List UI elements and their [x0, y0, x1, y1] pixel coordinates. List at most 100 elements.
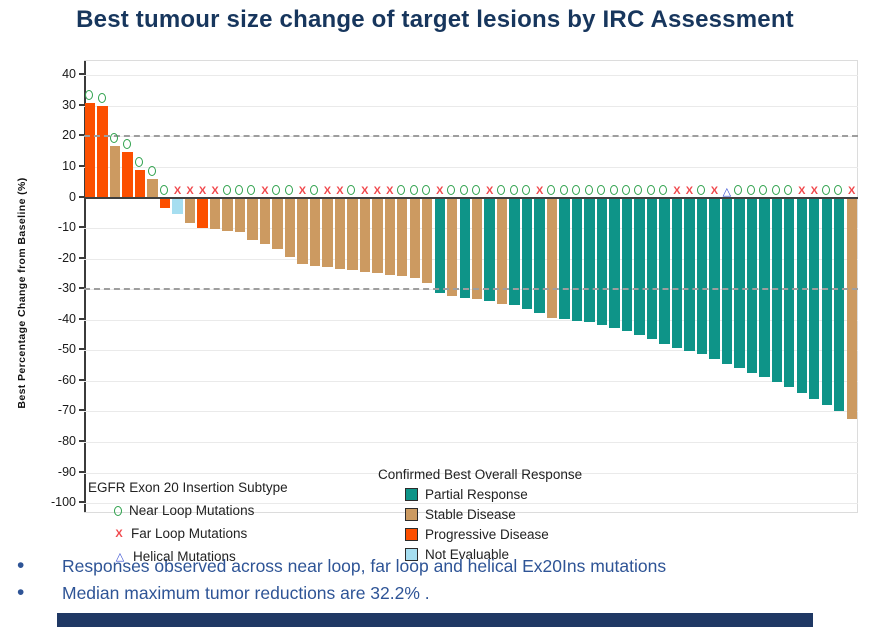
far-loop-marker-icon: X: [323, 184, 332, 197]
y-tick-label: -10: [57, 220, 76, 235]
near-loop-marker-icon: [622, 184, 630, 195]
legend-item-not-evaluable: Not Evaluable: [405, 547, 582, 562]
progressive-disease-swatch: [405, 528, 418, 541]
waterfall-bar: [771, 198, 782, 382]
near-loop-marker-icon: [609, 184, 618, 195]
legend-item-label: Not Evaluable: [425, 547, 510, 562]
y-axis-title: Best Percentage Change from Baseline (%): [16, 177, 28, 409]
waterfall-bar: [746, 198, 758, 373]
waterfall-bar: [521, 198, 533, 309]
far-loop-marker-icon: X: [298, 184, 307, 197]
waterfall-bar: [634, 198, 645, 335]
far-loop-marker-icon: X: [198, 184, 207, 197]
near-loop-marker-icon: [497, 184, 506, 195]
waterfall-bar: [596, 198, 608, 326]
waterfall-bar: [721, 198, 733, 364]
waterfall-bar: [472, 198, 483, 300]
y-tick-mark: [79, 287, 84, 290]
waterfall-bar: [172, 198, 183, 214]
not-evaluable-swatch: [405, 548, 418, 561]
waterfall-bar: [284, 198, 296, 257]
gridline: [84, 411, 858, 413]
legend-mutation-title: EGFR Exon 20 Insertion Subtype: [88, 480, 288, 495]
y-tick-label: -70: [57, 403, 76, 418]
y-tick-mark: [79, 378, 84, 381]
near-loop-marker-icon: [734, 184, 743, 195]
y-tick-mark: [79, 256, 84, 259]
waterfall-bar: [97, 105, 108, 198]
waterfall-bar: [784, 198, 795, 387]
near-loop-marker-icon: [509, 184, 518, 195]
gridline: [84, 228, 858, 230]
plot-area: X X X X X X X X X X X X X X X X X △ X X X: [84, 60, 858, 513]
waterfall-bar: [734, 198, 745, 369]
zero-baseline: [84, 196, 858, 199]
y-tick-mark: [79, 73, 84, 76]
gridline: [84, 166, 858, 168]
waterfall-bar: [109, 145, 121, 198]
y-tick-mark: [79, 440, 84, 443]
far-loop-marker-icon: X: [261, 184, 269, 197]
near-loop-marker-icon: [746, 184, 755, 195]
legend-item-stable-disease: Stable Disease: [405, 507, 582, 522]
waterfall-bar: [584, 198, 595, 323]
far-loop-marker-icon: X: [810, 184, 818, 197]
near-loop-marker-icon: [160, 184, 169, 195]
y-tick-mark: [79, 164, 84, 167]
helical-marker-icon: △: [722, 184, 732, 198]
waterfall-bar: [209, 198, 221, 230]
waterfall-bar: [671, 198, 683, 349]
far-loop-marker-icon: X: [386, 184, 394, 197]
waterfall-bar: [197, 198, 208, 228]
y-tick-label: -20: [57, 250, 76, 265]
waterfall-bar: [222, 198, 233, 231]
y-tick-label: 0: [69, 189, 76, 204]
legend-item-label: Far Loop Mutations: [131, 526, 248, 541]
far-loop-marker-icon: X: [486, 184, 494, 197]
waterfall-bar: [684, 198, 695, 352]
waterfall-bar: [534, 198, 545, 314]
waterfall-bar: [509, 198, 520, 306]
far-loop-marker-icon: X: [673, 184, 681, 197]
waterfall-bar: [759, 198, 770, 378]
waterfall-bar: [609, 198, 620, 329]
gridline: [84, 75, 858, 77]
waterfall-bar: [184, 198, 196, 223]
y-tick-mark: [79, 348, 84, 351]
y-tick-label: -40: [57, 311, 76, 326]
waterfall-bar: [571, 198, 583, 321]
waterfall-chart: Best Percentage Change from Baseline (%)…: [0, 55, 870, 564]
waterfall-bar: [621, 198, 633, 332]
near-loop-marker-icon: [634, 184, 643, 195]
near-loop-marker-icon: [784, 184, 793, 195]
y-tick-label: 10: [62, 158, 76, 173]
waterfall-bar: [834, 198, 845, 411]
bullet-item: • Responses observed across near loop, f…: [0, 554, 870, 577]
waterfall-bar: [796, 198, 807, 393]
near-loop-marker-icon: [247, 184, 256, 195]
waterfall-bar: [247, 198, 258, 240]
y-tick-label: -50: [57, 342, 76, 357]
waterfall-bar: [409, 198, 420, 278]
y-tick-mark: [79, 409, 84, 412]
near-loop-marker-icon: [309, 184, 318, 195]
waterfall-bar: [322, 198, 333, 268]
legend-item-label: Stable Disease: [425, 507, 516, 522]
gridline: [84, 350, 858, 352]
near-loop-marker-icon: [122, 138, 131, 149]
waterfall-bar: [147, 179, 158, 198]
near-loop-marker-icon: [559, 184, 568, 195]
legend-item-label: Helical Mutations: [133, 549, 236, 564]
near-loop-marker-icon: [459, 184, 468, 195]
near-loop-marker-icon: [834, 184, 843, 195]
legend-item-helical: △ Helical Mutations: [114, 549, 288, 564]
stable-disease-swatch: [405, 508, 418, 521]
y-tick-label: 30: [62, 97, 76, 112]
footer-accent-bar: [57, 613, 813, 627]
near-loop-marker-icon: [85, 89, 94, 100]
legend-item-partial-response: Partial Response: [405, 487, 582, 502]
gridline: [84, 105, 858, 107]
near-loop-marker-icon: [572, 184, 581, 195]
dashed-reference-line: [84, 135, 858, 138]
